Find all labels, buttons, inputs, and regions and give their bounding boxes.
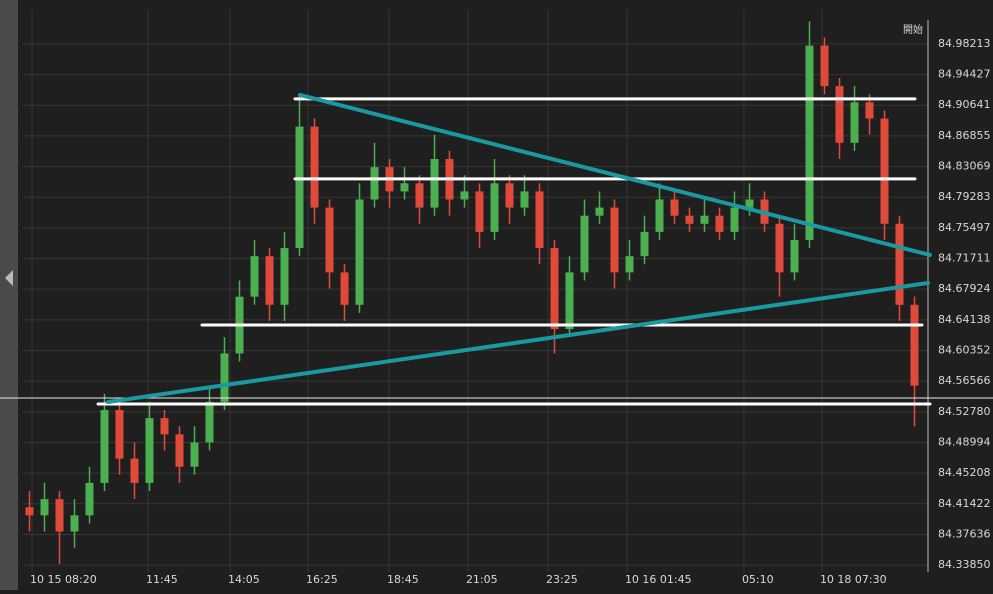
candle-body [775, 223, 784, 273]
x-tick-label: 10 18 07:30 [820, 573, 887, 586]
candle-body [550, 248, 559, 330]
y-tick-label: 84.60352 [938, 344, 991, 357]
x-tick-label: 14:05 [228, 573, 260, 586]
x-tick-label: 23:25 [546, 573, 578, 586]
candle-body [745, 199, 754, 208]
candle-body [505, 183, 514, 208]
corner-label: 開始 [903, 23, 923, 36]
candle-body [115, 410, 124, 459]
candle-body [715, 215, 724, 232]
candle-body [700, 215, 709, 224]
candle-body [400, 183, 409, 192]
candle-body [415, 183, 424, 208]
candle-body [820, 45, 829, 87]
candle-body [310, 126, 319, 208]
candle-body [145, 418, 154, 483]
y-tick-label: 84.75497 [938, 221, 991, 234]
candle-body [355, 199, 364, 305]
candle-body [880, 118, 889, 224]
candle-body [100, 410, 109, 483]
y-tick-label: 84.56566 [938, 374, 991, 387]
drawn-line [105, 280, 930, 405]
candle-body [460, 191, 469, 200]
y-tick-label: 84.71711 [938, 252, 991, 265]
side-panel[interactable] [0, 0, 18, 590]
y-tick-label: 84.90641 [938, 98, 991, 111]
candle-body [160, 418, 169, 435]
candle-body [655, 199, 664, 232]
candle-body [805, 45, 814, 240]
candle-body [220, 353, 229, 402]
candle-body [340, 272, 349, 305]
candle-body [865, 102, 874, 119]
y-tick-label: 84.33850 [938, 558, 991, 571]
candle-body [265, 256, 274, 305]
y-tick-label: 84.86855 [938, 129, 991, 142]
y-tick-label: 84.48994 [938, 435, 991, 448]
candle-body [130, 458, 139, 483]
candle-body [895, 223, 904, 305]
candle-body [565, 272, 574, 330]
y-tick-label: 84.83069 [938, 160, 991, 173]
candle-body [730, 207, 739, 232]
candle-body [85, 482, 94, 516]
candle-body [205, 401, 214, 443]
y-tick-label: 84.79283 [938, 190, 991, 203]
x-tick-label: 10 16 01:45 [625, 573, 692, 586]
candle-body [835, 86, 844, 143]
x-tick-label: 11:45 [146, 573, 178, 586]
y-tick-label: 84.94427 [938, 68, 991, 81]
candle-body [25, 507, 34, 516]
x-tick-label: 18:45 [387, 573, 419, 586]
candle-body [595, 207, 604, 216]
candle-body [295, 126, 304, 249]
candle-body [520, 191, 529, 208]
candle-body [175, 434, 184, 467]
x-tick-label: 10 15 08:20 [30, 573, 97, 586]
candle-body [280, 248, 289, 305]
candle-body [640, 231, 649, 257]
x-tick-label: 21:05 [466, 573, 498, 586]
candle-body [850, 102, 859, 143]
y-tick-label: 84.64138 [938, 313, 991, 326]
candle-body [430, 159, 439, 208]
candle-body [475, 191, 484, 232]
y-tick-label: 84.41422 [938, 497, 991, 510]
y-tick-label: 84.98213 [938, 37, 991, 50]
drawn-line [297, 92, 932, 257]
candle-body [250, 256, 259, 297]
candle-body [580, 215, 589, 273]
candle-body [670, 199, 679, 216]
candle-body [325, 207, 334, 273]
candle-body [490, 183, 499, 232]
y-tick-label: 84.67924 [938, 282, 991, 295]
candle-body [685, 215, 694, 224]
x-tick-label: 05:10 [742, 573, 774, 586]
collapse-arrow[interactable] [5, 270, 13, 286]
x-tick-label: 16:25 [306, 573, 338, 586]
candle-body [190, 442, 199, 467]
candle-body [610, 207, 619, 273]
candle-body [370, 167, 379, 200]
y-tick-label: 84.52780 [938, 405, 991, 418]
candle-body [790, 239, 799, 273]
candle-body [535, 191, 544, 249]
candle-body [70, 515, 79, 532]
candle-body [625, 256, 634, 273]
candle-body [910, 304, 919, 386]
candle-body [40, 499, 49, 516]
y-tick-label: 84.37636 [938, 527, 991, 540]
y-tick-label: 84.45208 [938, 466, 991, 479]
candle-body [55, 499, 64, 532]
